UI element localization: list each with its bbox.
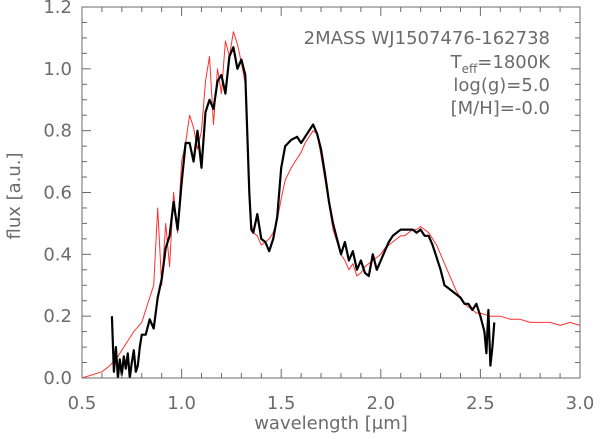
observed-spectrum-line [110, 46, 496, 378]
y-tick-label: 0.6 [43, 183, 72, 204]
y-tick-label: 1.2 [43, 0, 72, 18]
teff-prefix: T [450, 52, 463, 73]
teff-annotation: Teff=1800K [450, 52, 552, 76]
teff-value: =1800K [477, 52, 551, 73]
x-tick-label: 2.0 [366, 393, 395, 414]
x-axis-title: wavelength [μm] [254, 413, 408, 434]
x-tick-label: 2.5 [466, 393, 495, 414]
object-name-annotation: 2MASS WJ1507476-162738 [304, 28, 550, 49]
y-tick-label: 0.0 [43, 368, 72, 389]
logg-annotation: log(g)=5.0 [453, 75, 550, 96]
metallicity-annotation: [M/H]=-0.0 [451, 98, 550, 119]
teff-subscript: eff [462, 62, 478, 76]
x-tick-label: 3.0 [566, 393, 595, 414]
ticks-layer [81, 6, 581, 379]
y-tick-label: 1.0 [43, 59, 72, 80]
y-tick-label: 0.2 [43, 306, 72, 327]
x-tick-label: 1.5 [267, 393, 296, 414]
y-axis-title: flux [a.u.] [4, 152, 25, 239]
tick-labels-layer: 0.5 1.0 1.5 2.0 2.5 3.0 0.0 0.2 0.4 0.6 0.8 1.0 1.2 [43, 0, 594, 414]
x-tick-label: 1.0 [167, 393, 196, 414]
series-layer [82, 31, 580, 378]
x-tick-label: 0.5 [68, 393, 97, 414]
y-tick-label: 0.4 [43, 244, 72, 265]
y-tick-label: 0.8 [43, 121, 72, 142]
